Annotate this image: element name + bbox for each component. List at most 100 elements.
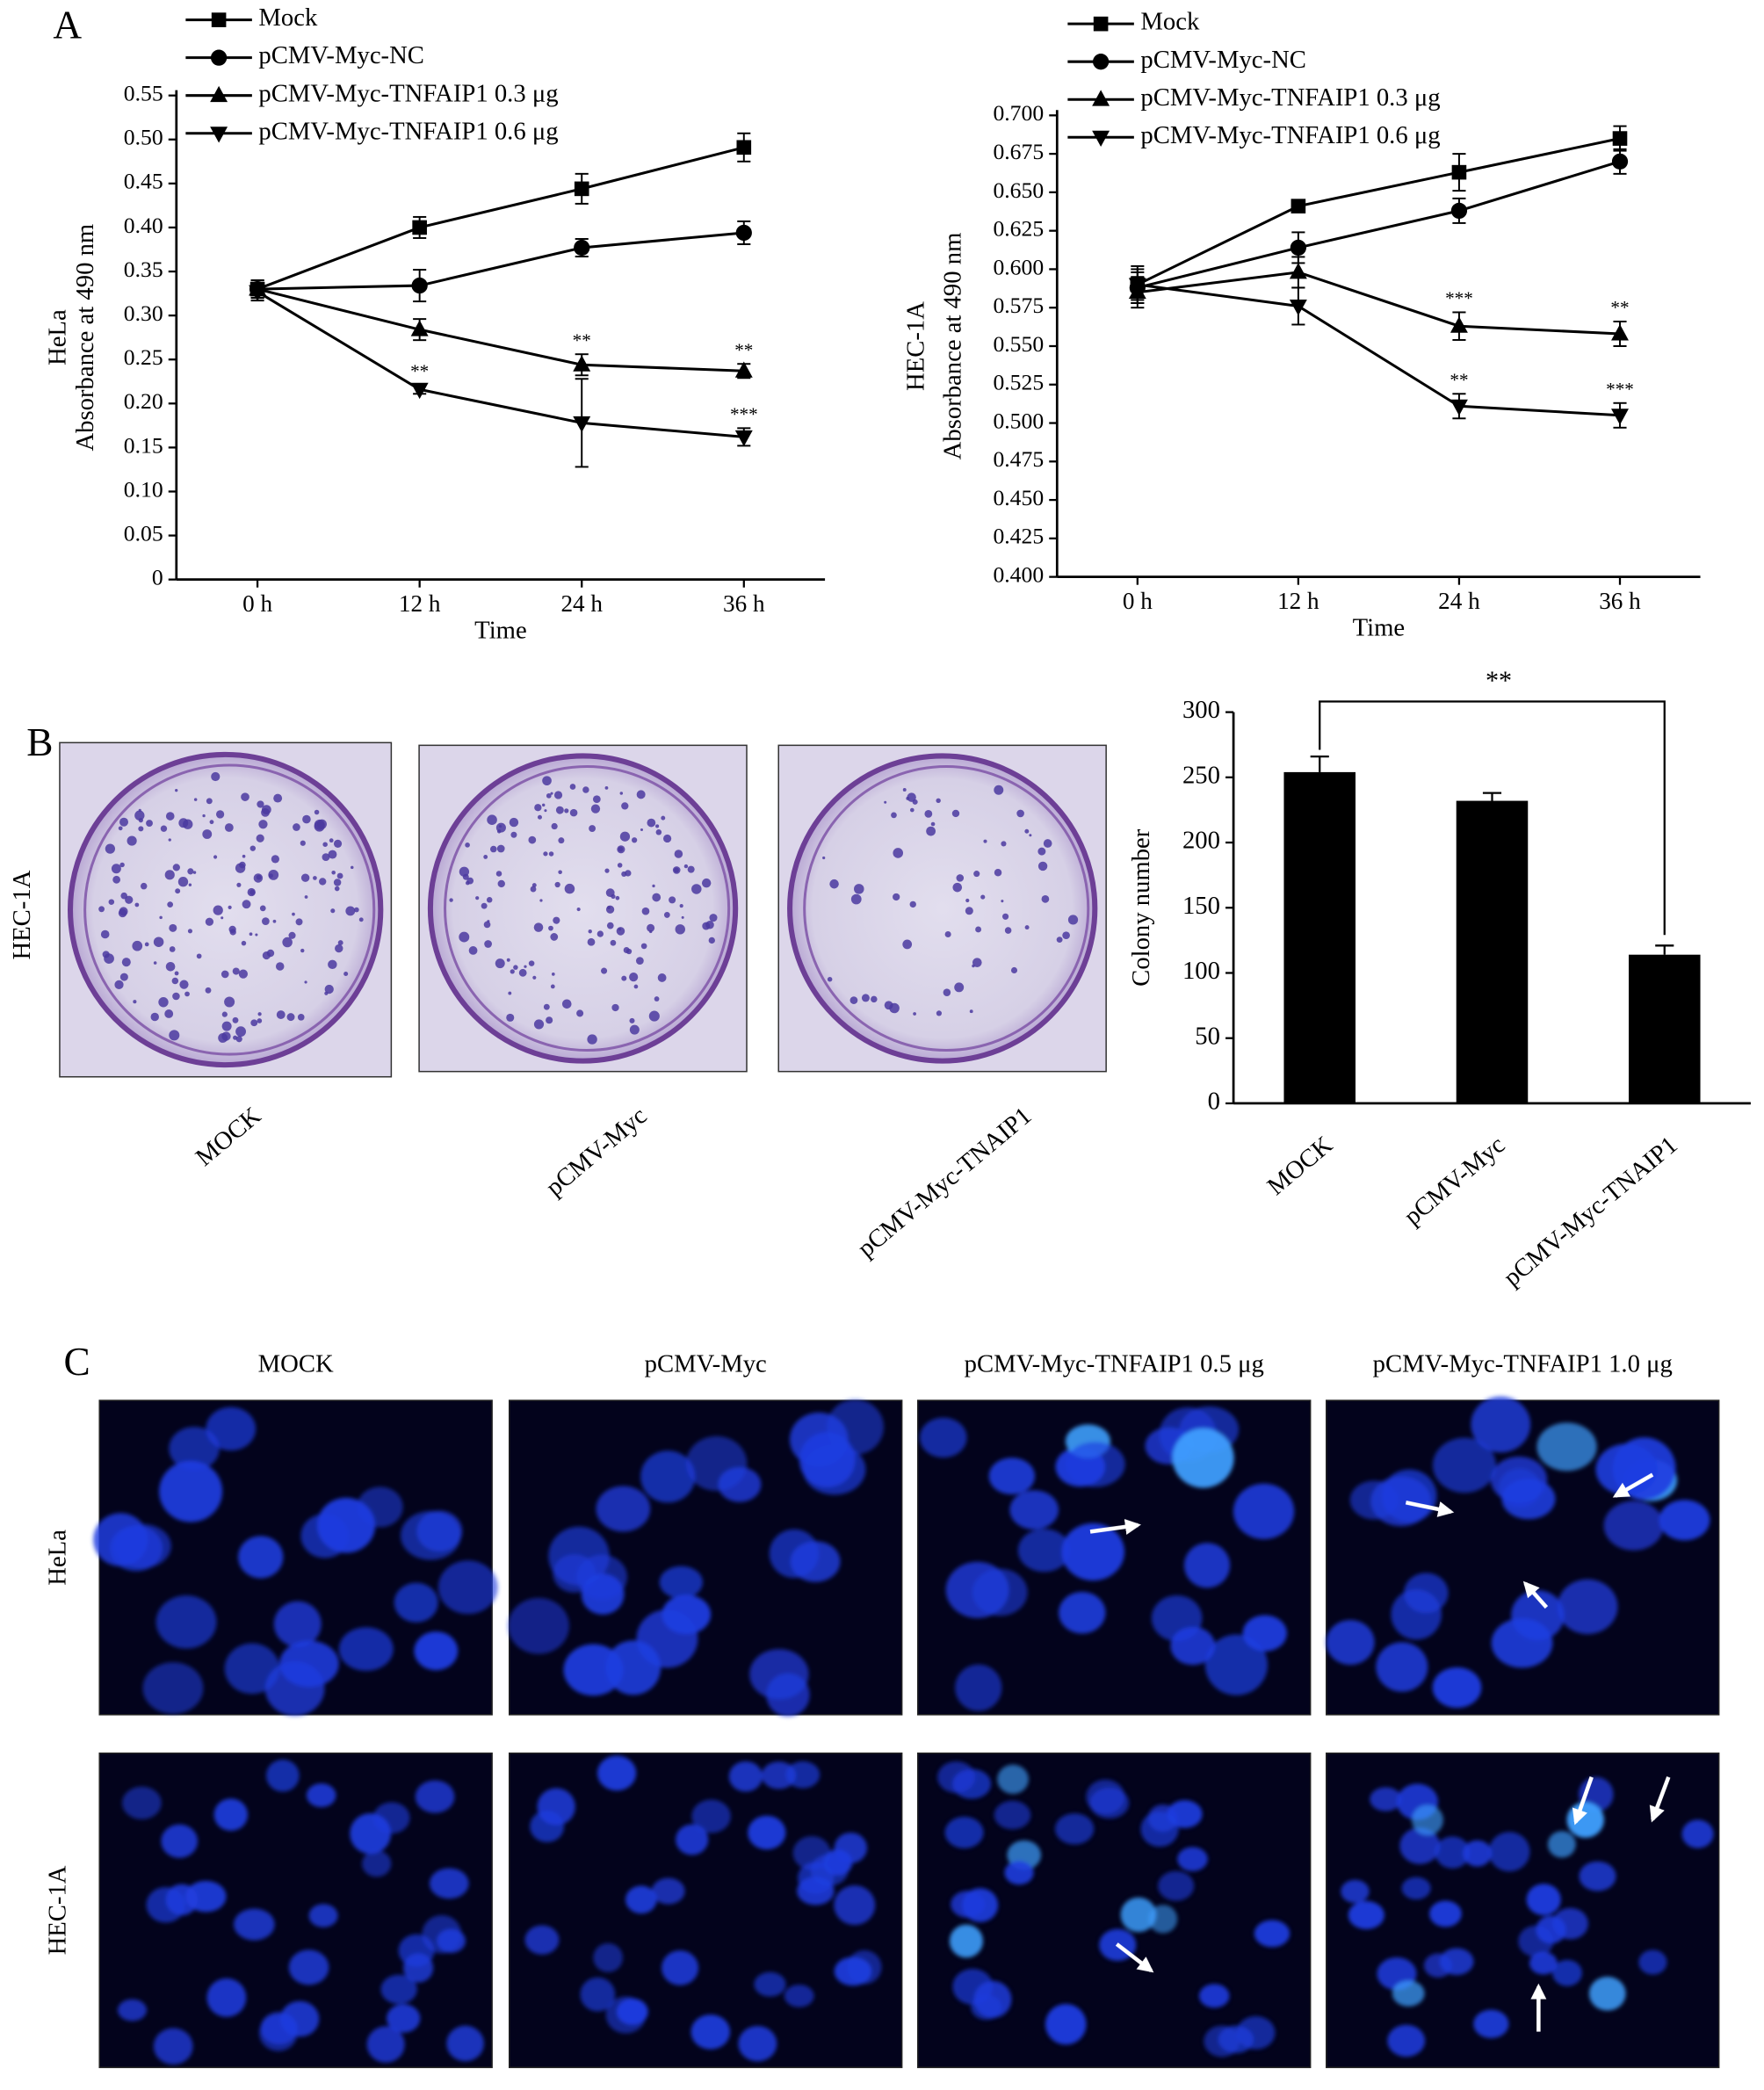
- colony: [854, 884, 864, 894]
- nucleus: [1158, 1870, 1195, 1901]
- nucleus: [1387, 2024, 1426, 2057]
- colony: [286, 1013, 295, 1022]
- colony: [354, 907, 359, 913]
- colony: [481, 902, 488, 909]
- nucleus: [826, 1399, 885, 1455]
- colony: [232, 967, 240, 975]
- nucleus: [994, 1800, 1031, 1830]
- colony: [619, 792, 624, 795]
- colony: [293, 823, 300, 831]
- colony: [827, 977, 833, 982]
- colony: [105, 843, 116, 854]
- nucleus: [1167, 1800, 1203, 1828]
- nucleus: [1526, 1884, 1561, 1916]
- nucleus: [581, 1573, 625, 1615]
- colony: [268, 873, 273, 879]
- nucleus: [308, 1904, 338, 1927]
- colony: [167, 901, 174, 908]
- colony: [178, 818, 189, 828]
- y-axis-label: Absorbance at 490 nm: [71, 224, 99, 452]
- marker: [734, 430, 753, 447]
- nucleus: [1432, 1667, 1482, 1709]
- nucleus: [1086, 1779, 1125, 1814]
- nucleus: [676, 1824, 709, 1855]
- colony: [513, 965, 518, 970]
- nucleus: [1177, 1847, 1208, 1871]
- marker: [1612, 131, 1628, 146]
- colony: [314, 809, 320, 815]
- colony: [188, 883, 192, 886]
- nucleus: [972, 1568, 1028, 1616]
- colony: [496, 829, 502, 834]
- colony: [554, 881, 560, 888]
- colony: [546, 792, 552, 799]
- colony: [640, 828, 644, 831]
- legend-label: pCMV-Myc-TNFAIP1 0.3 μg: [1140, 83, 1440, 112]
- nucleus: [785, 1761, 821, 1789]
- marker: [1611, 409, 1629, 425]
- colony: [965, 907, 973, 915]
- legend-label: pCMV-Myc-NC: [258, 41, 424, 69]
- colony: [159, 915, 163, 920]
- significance-label: **: [1610, 297, 1629, 318]
- colony: [555, 806, 564, 814]
- y-tick-label: 0.700: [993, 100, 1044, 126]
- colony: [228, 925, 236, 934]
- colony: [235, 1036, 242, 1043]
- marker: [735, 224, 752, 242]
- row-label: HEC-1A: [8, 870, 36, 959]
- series-line: [1137, 283, 1621, 417]
- colony: [687, 865, 695, 873]
- colony: [304, 895, 308, 899]
- colony: [640, 943, 647, 950]
- colony: [255, 933, 258, 937]
- colony: [1037, 861, 1048, 871]
- colony: [314, 821, 325, 832]
- colony: [275, 962, 285, 971]
- nuclei: [1326, 1396, 1710, 1709]
- y-tick-label: 0.450: [993, 485, 1044, 510]
- colony: [632, 837, 638, 843]
- nucleus: [380, 1974, 417, 2005]
- colony: [319, 878, 327, 886]
- nucleus: [1381, 1469, 1437, 1522]
- colony: [331, 870, 336, 875]
- nucleus: [169, 1427, 220, 1471]
- colony: [952, 882, 963, 893]
- y-tick-label: 0.525: [993, 370, 1044, 395]
- marker: [249, 285, 267, 301]
- colony: [300, 873, 310, 882]
- nucleus: [738, 2026, 777, 2062]
- nucleus: [662, 1950, 699, 1985]
- nucleus: [1423, 1953, 1453, 1978]
- nucleus: [437, 1560, 498, 1615]
- nucleus: [1529, 1951, 1558, 1975]
- colony: [119, 973, 128, 981]
- colony: [241, 792, 249, 801]
- colony: [172, 992, 180, 1001]
- colony: [663, 834, 672, 843]
- colony: [187, 929, 193, 934]
- colony: [328, 959, 337, 970]
- dish: [427, 753, 739, 1064]
- colony: [313, 876, 317, 880]
- nucleus: [338, 1627, 394, 1671]
- colony: [636, 790, 646, 799]
- nucleus: [1435, 1836, 1471, 1869]
- colony: [337, 940, 343, 946]
- colony: [679, 903, 683, 908]
- y-tick-label: 0.425: [993, 524, 1044, 549]
- colony: [336, 872, 343, 879]
- plate-label: pCMV-Myc: [540, 1102, 652, 1202]
- x-tick-label: pCMV-Myc-TNAIP1: [1498, 1131, 1682, 1292]
- colony: [171, 977, 179, 985]
- nucleus: [1004, 1860, 1034, 1885]
- colony: [652, 893, 662, 902]
- colony: [144, 942, 149, 947]
- colony: [160, 825, 168, 832]
- colony: [893, 848, 904, 858]
- colony: [944, 930, 951, 938]
- colony: [569, 808, 578, 817]
- colony: [829, 879, 839, 889]
- marker: [211, 12, 227, 27]
